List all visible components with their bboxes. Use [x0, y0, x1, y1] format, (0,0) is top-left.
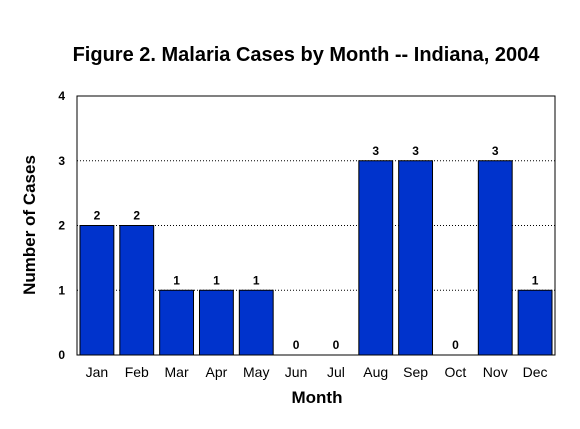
y-tick-label: 1 — [58, 283, 65, 297]
data-label: 2 — [133, 209, 140, 223]
data-label: 0 — [452, 338, 459, 352]
x-tick-label: Mar — [165, 364, 189, 380]
bar-aug — [358, 160, 394, 356]
data-label: 1 — [173, 273, 180, 287]
x-tick-label: Dec — [523, 364, 548, 380]
data-label: 0 — [293, 338, 300, 352]
bar-sep — [398, 160, 434, 356]
data-label: 1 — [253, 273, 260, 287]
data-label: 1 — [213, 273, 220, 287]
data-label: 0 — [333, 338, 340, 352]
x-tick-label: Feb — [125, 364, 149, 380]
data-label: 1 — [532, 273, 539, 287]
x-tick-label: Nov — [483, 364, 508, 380]
data-label: 2 — [94, 209, 101, 223]
bar-mar — [159, 289, 195, 356]
bar-jan — [79, 225, 115, 356]
x-tick-label: May — [243, 364, 269, 380]
x-tick-label: Aug — [363, 364, 388, 380]
bar-may — [238, 289, 274, 356]
y-tick-labels: 0 1 2 3 4 — [58, 89, 65, 362]
axes — [76, 95, 556, 356]
x-tick-label: Jun — [285, 364, 308, 380]
x-axis-label: Month — [292, 388, 343, 407]
y-tick-label: 2 — [58, 219, 65, 233]
data-label: 3 — [412, 144, 419, 158]
x-tick-label: Jan — [86, 364, 109, 380]
y-tick-label: 4 — [58, 89, 65, 103]
data-labels: 2 2 1 1 1 0 0 3 3 0 3 1 — [94, 144, 539, 352]
x-tick-label: Oct — [445, 364, 467, 380]
data-label: 3 — [372, 144, 379, 158]
plot-frame — [76, 95, 556, 356]
y-tick-label: 0 — [58, 348, 65, 362]
y-tick-label: 3 — [58, 154, 65, 168]
bar-dec — [517, 289, 553, 356]
y-axis-label: Number of Cases — [20, 155, 39, 295]
bar-nov — [477, 160, 513, 356]
x-tick-labels: Jan Feb Mar Apr May Jun Jul Aug Sep Oct Nov Dec — [86, 364, 548, 380]
bar-apr — [198, 289, 234, 356]
data-label: 3 — [492, 144, 499, 158]
bar-feb — [119, 225, 155, 356]
x-tick-label: Jul — [327, 364, 345, 380]
bars — [79, 160, 553, 356]
x-tick-label: Sep — [403, 364, 428, 380]
chart-title: Figure 2. Malaria Cases by Month -- Indi… — [73, 44, 541, 66]
x-tick-label: Apr — [206, 364, 228, 380]
